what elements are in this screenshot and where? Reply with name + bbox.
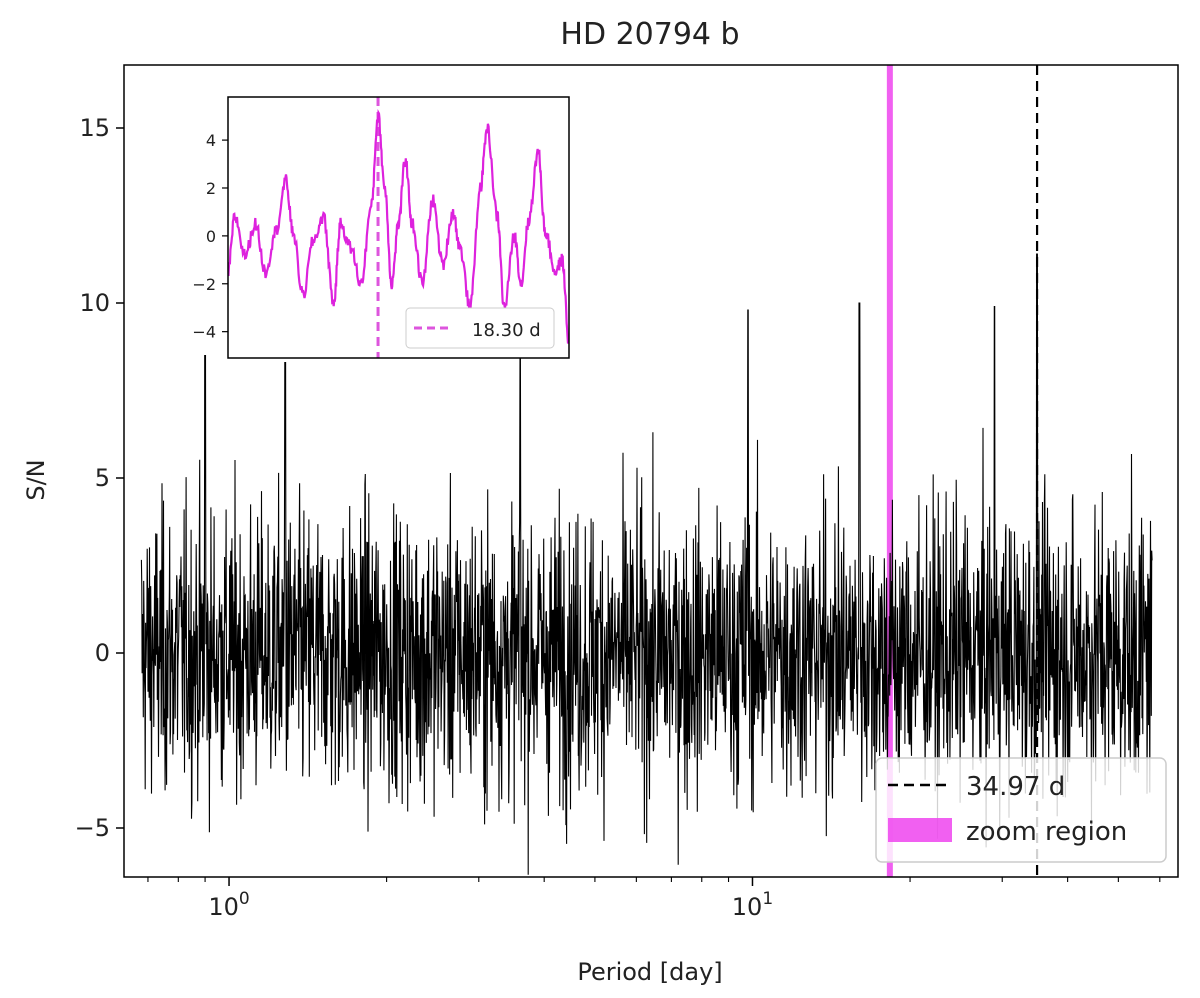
inset-y-tick-label: −2 (192, 275, 216, 294)
inset-content: −4 −2 0 2 4 (192, 97, 569, 358)
inset-y-tick-label: 4 (206, 131, 216, 150)
inset-legend-label: 18.30 d (472, 320, 541, 341)
inset-series (228, 109, 569, 344)
x-axis-label: Period [day] (577, 958, 722, 986)
legend-zoom-swatch (888, 818, 952, 842)
inset-legend: 18.30 d (405, 307, 555, 349)
inset-y-tick-label: −4 (192, 323, 216, 342)
inset-y-tick-label: 0 (206, 227, 216, 246)
legend-label-zoom: zoom region (966, 817, 1127, 847)
inset-plot-area (228, 97, 569, 358)
y-tick-label: 0 (95, 639, 110, 667)
inset-y-tick-label: 2 (206, 179, 216, 198)
inset-plot: −4 −2 0 2 4 18.30 d (192, 96, 570, 359)
plot-area (140, 65, 1153, 877)
zoom-region-band (886, 65, 893, 877)
y-axis-label: S/N (22, 459, 50, 500)
inset-frame (227, 96, 570, 359)
legend: 34.97 d zoom region (875, 757, 1167, 863)
legend-label-period: 34.97 d (966, 772, 1065, 802)
periodogram-series (140, 253, 1153, 875)
main-plot (140, 65, 1153, 877)
y-tick-label: 15 (79, 114, 110, 142)
plot-frame (123, 64, 1179, 878)
y-tick-label: 10 (79, 289, 110, 317)
axes-layer: HD 20794 b Period [day] S/N −5 0 5 10 15 100 1… (22, 17, 1179, 986)
y-tick-label: 5 (95, 464, 110, 492)
y-tick-label: −5 (75, 814, 110, 842)
x-tick-label: 100 (208, 889, 249, 921)
inset-legend-frame (405, 307, 555, 349)
x-tick-label: 101 (732, 889, 773, 921)
chart-title: HD 20794 b (560, 17, 739, 52)
